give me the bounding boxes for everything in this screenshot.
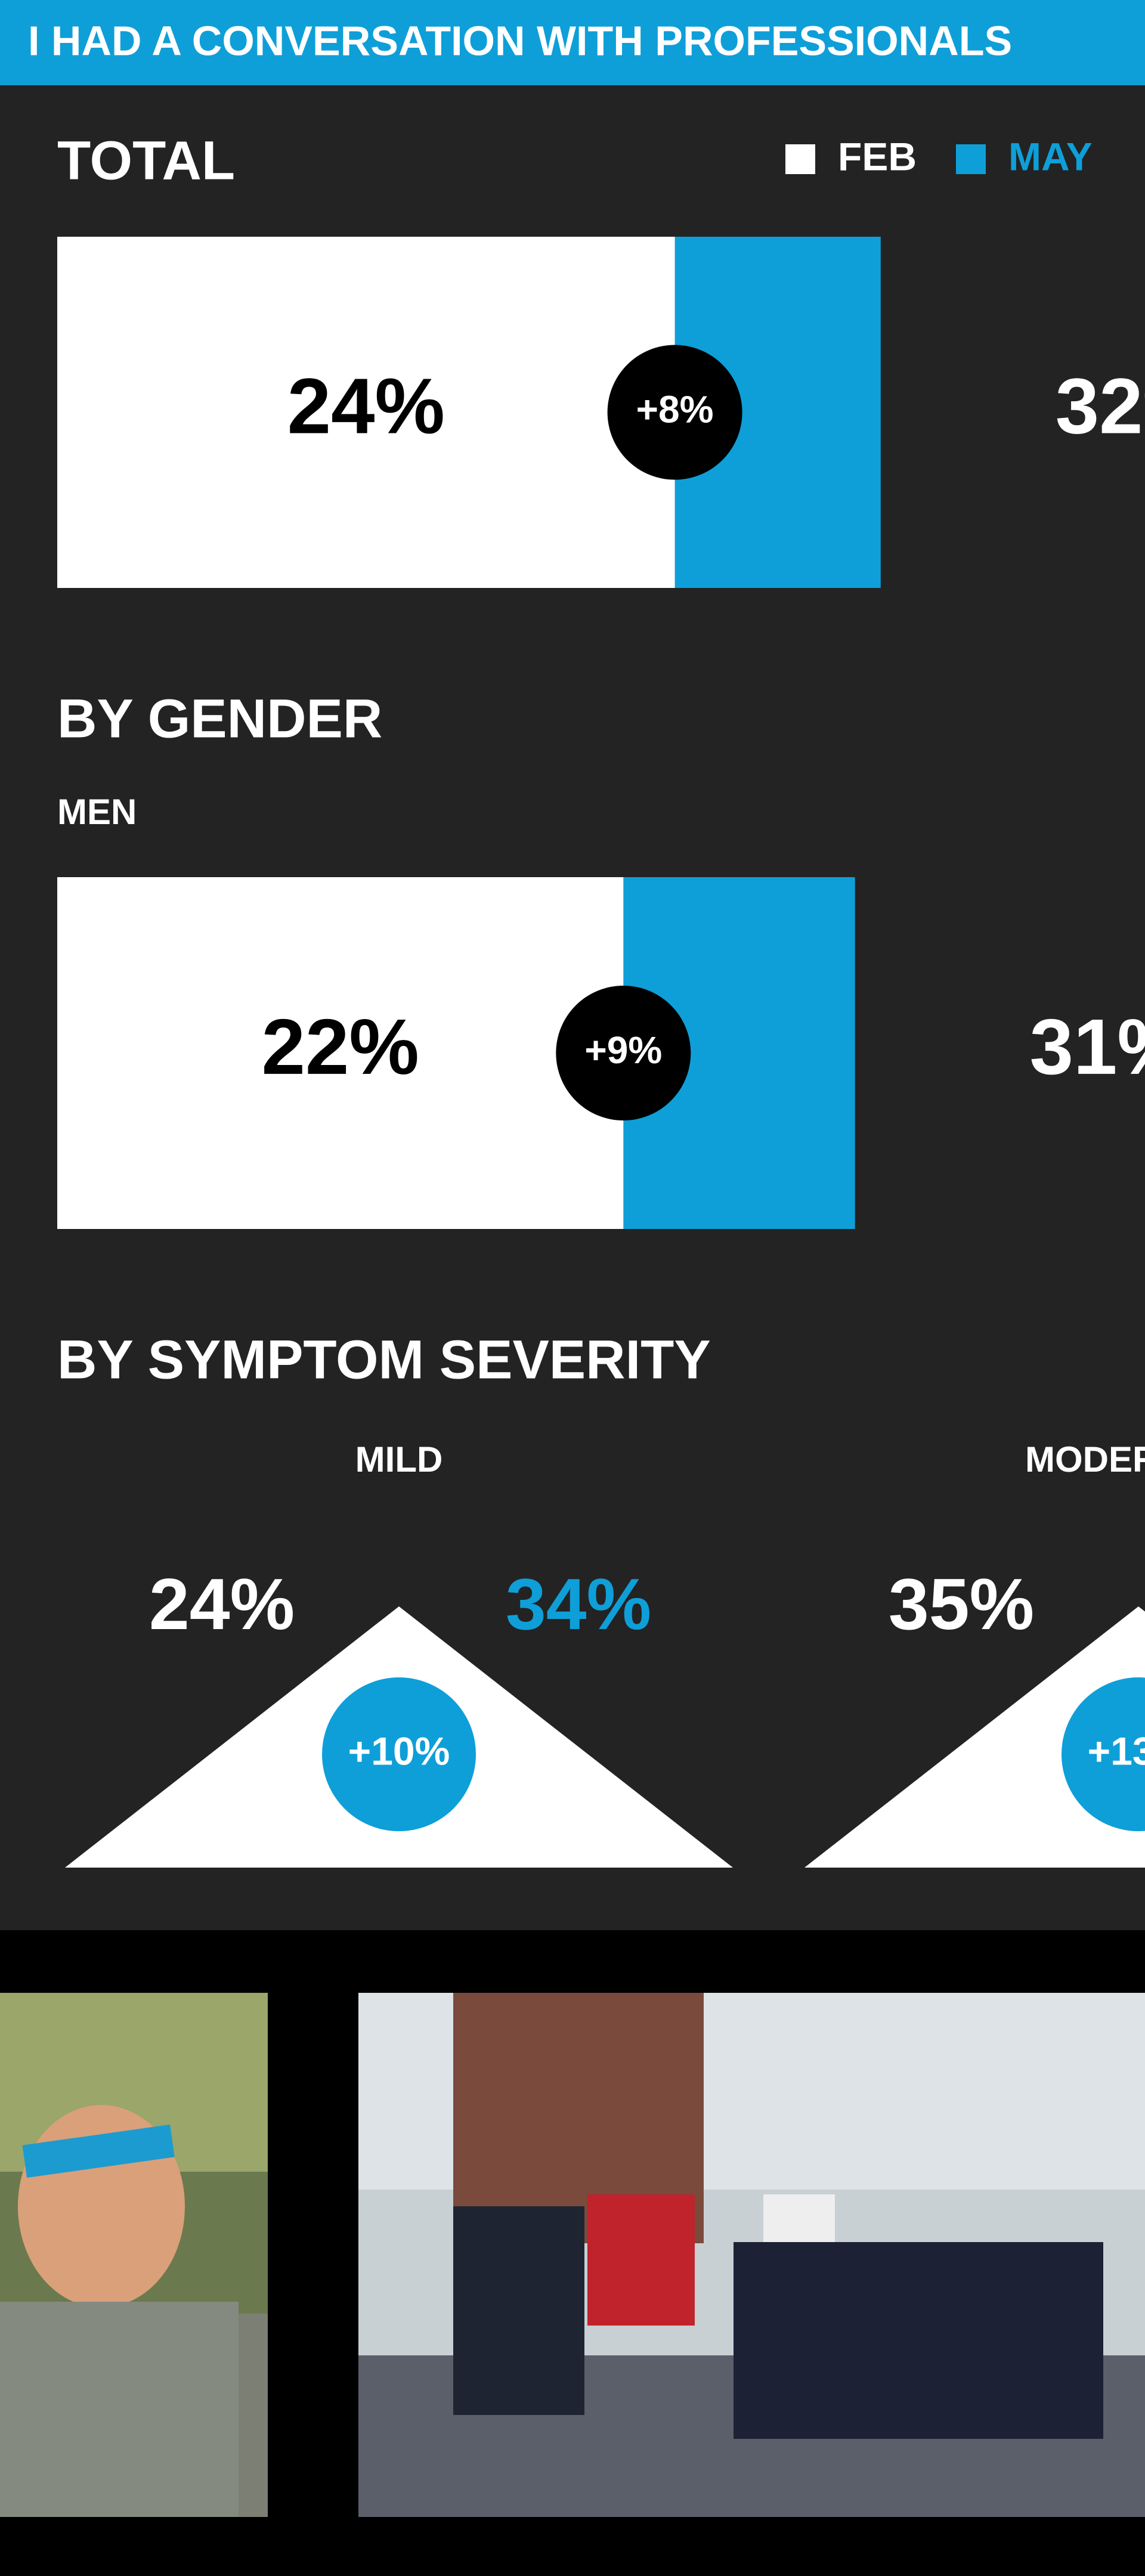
value-label: 32% bbox=[1056, 362, 1145, 450]
legend-swatch bbox=[785, 144, 815, 174]
value-label: 31% bbox=[1030, 1003, 1145, 1091]
change-label: +13% bbox=[1088, 1729, 1145, 1773]
category-label: MEN bbox=[57, 792, 137, 832]
photo-left bbox=[0, 1993, 268, 2517]
change-label: +10% bbox=[348, 1729, 450, 1773]
triangle bbox=[804, 1606, 1145, 1868]
category-label: MILD bbox=[355, 1439, 443, 1479]
chart-title: TOTAL bbox=[57, 130, 235, 191]
change-badge bbox=[556, 986, 691, 1120]
change-badge bbox=[607, 345, 742, 480]
value-label: 35% bbox=[889, 1563, 1034, 1645]
value-label: 34% bbox=[506, 1563, 651, 1645]
chart-title: BY SYMPTOM SEVERITY bbox=[57, 1329, 711, 1390]
value-label: 24% bbox=[287, 362, 445, 450]
change-badge bbox=[322, 1677, 476, 1831]
value-label: 22% bbox=[262, 1003, 419, 1091]
change-label: +9% bbox=[584, 1029, 662, 1072]
chart-title: BY GENDER bbox=[57, 688, 382, 749]
bar bbox=[57, 237, 675, 588]
category-label: MODERATE bbox=[1025, 1439, 1145, 1479]
change-label: +8% bbox=[636, 388, 714, 431]
banner bbox=[0, 0, 1145, 85]
banner-title: I HAD A CONVERSATION WITH PROFESSIONALS bbox=[28, 17, 1012, 64]
change-badge bbox=[1062, 1677, 1145, 1831]
value-label: 24% bbox=[149, 1563, 295, 1645]
bar bbox=[57, 877, 624, 1229]
legend-label: MAY bbox=[1008, 134, 1093, 178]
legend-label: FEB bbox=[838, 134, 917, 178]
photo-right bbox=[358, 1993, 1145, 2517]
legend-swatch bbox=[956, 144, 986, 174]
